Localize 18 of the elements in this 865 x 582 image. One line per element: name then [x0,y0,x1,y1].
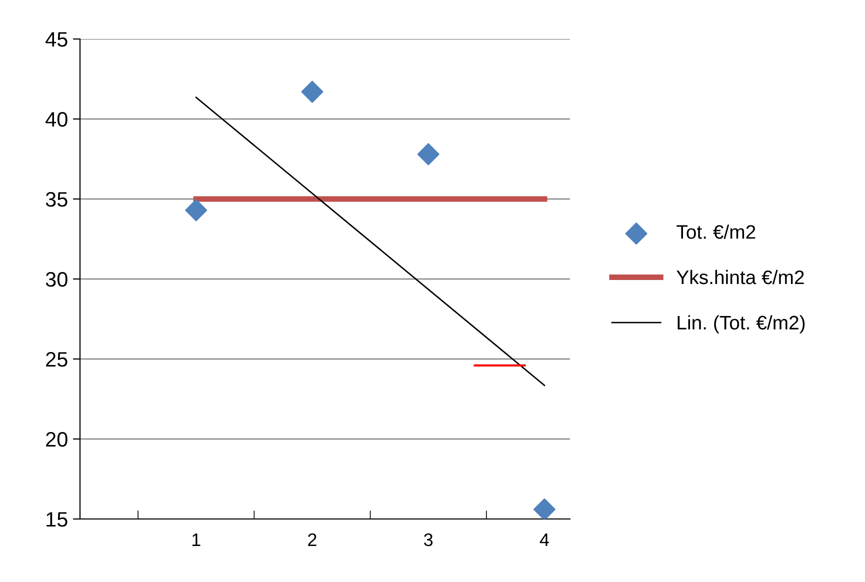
y-tick-label: 30 [46,272,68,287]
x-tick-label: 1 [192,534,200,546]
point [185,199,208,222]
y-tick-label: 20 [46,432,68,447]
point [417,143,440,166]
point [533,498,556,519]
point [301,80,324,103]
x-tick-label: 4 [540,534,549,546]
y-tick-label: 35 [46,192,68,207]
y-tick-label: 40 [46,112,68,127]
x-tick-label: 3 [424,533,433,546]
x-tick-label: 2 [308,533,316,546]
legend-label: Lin. (Tot. €/m2) [678,315,805,334]
legend-label: Yks.hinta €/m2 [676,270,804,284]
y-tick-label: 45 [46,32,68,47]
y-tick-label: 15 [46,512,68,527]
legend-label: Tot. €/m2 [676,224,756,239]
y-tick-label: 25 [46,352,68,367]
